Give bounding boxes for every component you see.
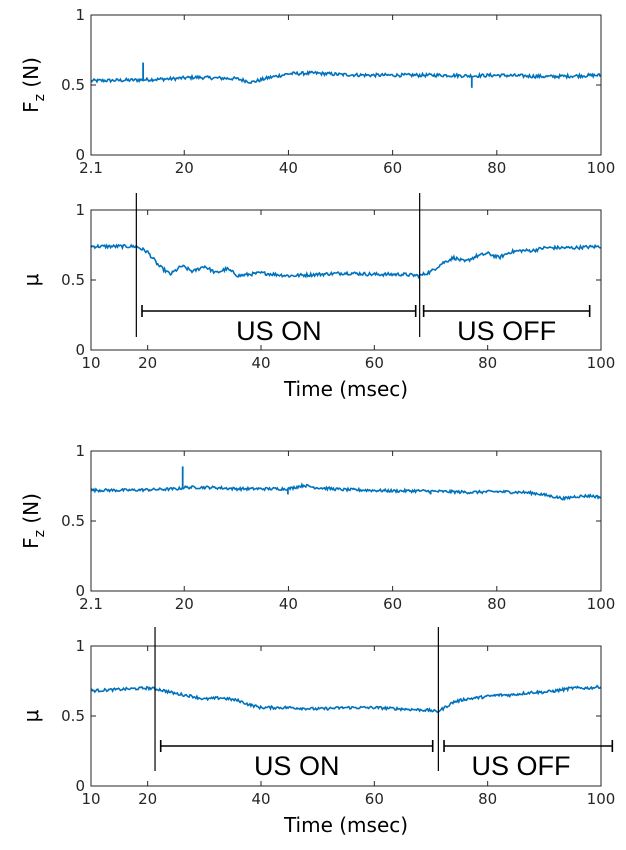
data-line [90, 482, 602, 501]
data-line [90, 684, 602, 714]
x-tick-label: 100 [587, 595, 616, 613]
y-tick-label: 1 [75, 6, 85, 24]
y-tick-label: 0 [75, 341, 85, 359]
x-tick-label: 20 [175, 595, 194, 613]
x-tick-label: 60 [383, 159, 402, 177]
x-tick-label: 2.1 [79, 595, 103, 613]
y-axis-label: Fz (N) [19, 57, 48, 113]
x-tick-label: 80 [478, 354, 497, 372]
x-tick-label: 40 [251, 790, 270, 808]
interval-annotation: US OFF [443, 740, 614, 781]
y-tick-label: 1 [75, 201, 85, 219]
interval-label: US ON [236, 316, 322, 346]
data-line [90, 243, 601, 280]
x-tick-label: 2.1 [79, 159, 103, 177]
y-axis-label: μ [19, 709, 43, 722]
x-tick-label: 60 [383, 595, 402, 613]
y-tick-label: 1 [75, 442, 85, 460]
x-tick-label: 100 [587, 354, 616, 372]
y-axis-label: Fz (N) [19, 493, 48, 549]
y-tick-label: 1 [75, 637, 85, 655]
interval-label: US OFF [472, 751, 571, 781]
panel-a-friction: 10 20 40 60 80 100 0 0.5 1 μ Time (msec) US ON US OF… [19, 193, 615, 401]
x-tick-label: 40 [279, 159, 298, 177]
interval-annotation: US ON [141, 305, 417, 346]
y-tick-label: 0.5 [61, 512, 85, 530]
y-tick-label: 0 [75, 777, 85, 795]
y-tick-label: 0.5 [61, 707, 85, 725]
x-tick-label: 20 [138, 354, 157, 372]
x-axis-label: Time (msec) [283, 813, 408, 837]
interval-label: US OFF [457, 316, 556, 346]
x-tick-label: 20 [138, 790, 157, 808]
y-tick-label: 0 [75, 582, 85, 600]
data-line [90, 69, 602, 85]
panel-b-force: 2.1 20 40 60 80 100 0 0.5 1 Fz (N) [19, 442, 615, 613]
panel-a-force: 2.1 20 40 60 80 100 0 0.5 1 Fz (N) [19, 6, 615, 177]
x-tick-label: 10 [81, 354, 100, 372]
y-tick-label: 0.5 [61, 76, 85, 94]
x-tick-label: 60 [365, 354, 384, 372]
interval-annotation: US OFF [422, 305, 591, 346]
y-axis-label: μ [19, 273, 43, 286]
x-tick-label: 80 [487, 595, 506, 613]
x-tick-label: 40 [279, 595, 298, 613]
y-tick-label: 0.5 [61, 271, 85, 289]
x-tick-label: 10 [81, 790, 100, 808]
interval-annotation: US ON [159, 740, 434, 781]
x-axis-label: Time (msec) [283, 377, 408, 401]
x-tick-label: 40 [251, 354, 270, 372]
x-tick-label: 60 [365, 790, 384, 808]
axes-box [90, 14, 602, 156]
x-tick-label: 20 [175, 159, 194, 177]
panel-b-friction: 10 20 40 60 80 100 0 0.5 1 μ Time (msec) US ON US OF… [19, 627, 615, 837]
y-tick-label: 0 [75, 146, 85, 164]
x-tick-label: 80 [487, 159, 506, 177]
interval-label: US ON [254, 751, 340, 781]
x-tick-label: 100 [587, 159, 616, 177]
x-tick-label: 100 [587, 790, 616, 808]
axes-box [90, 450, 602, 592]
x-tick-label: 80 [478, 790, 497, 808]
